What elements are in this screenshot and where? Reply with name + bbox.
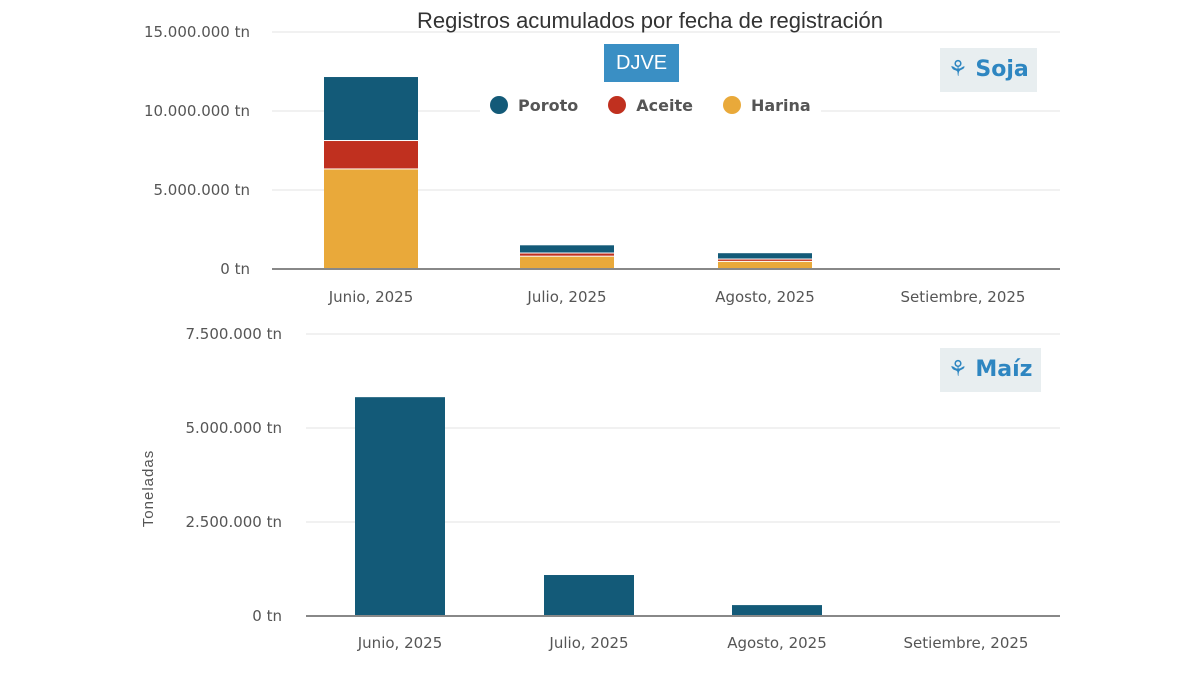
legend-item-aceite[interactable]: Aceite [608, 96, 693, 115]
y-tick-label: 10.000.000 tn [144, 102, 250, 120]
y-tick-label: 7.500.000 tn [186, 325, 283, 343]
y-tick-label: 0 tn [220, 260, 250, 278]
legend-item-poroto[interactable]: Poroto [490, 96, 578, 115]
bar-aceite [718, 259, 812, 261]
legend-dot [608, 96, 627, 114]
bar-aceite [324, 141, 418, 169]
bar-maíz [355, 397, 445, 616]
y-axis-label: Toneladas [140, 449, 158, 528]
y-tick-label: 2.500.000 tn [186, 513, 283, 531]
x-tick-label: Agosto, 2025 [727, 634, 827, 652]
bar-harina [520, 256, 614, 268]
bar-maíz [732, 605, 822, 616]
chart-title: Registros acumulados por fecha de regist… [417, 8, 883, 33]
soja-badge: ⚘ Soja [940, 48, 1037, 92]
x-tick-label: Junio, 2025 [328, 288, 414, 306]
bar-poroto [520, 245, 614, 253]
legend-item-harina[interactable]: Harina [722, 96, 811, 115]
x-tick-label: Julio, 2025 [548, 634, 628, 652]
djve-badge: DJVE [604, 44, 680, 82]
x-tick-label: Junio, 2025 [357, 634, 443, 652]
y-tick-label: 0 tn [252, 607, 282, 625]
x-tick-label: Julio, 2025 [526, 288, 606, 306]
bar-harina [324, 169, 418, 268]
x-tick-label: Agosto, 2025 [715, 288, 815, 306]
bar-maíz [544, 575, 634, 616]
bar-aceite [520, 253, 614, 256]
legend: Poroto Aceite Harina [480, 96, 821, 115]
y-tick-label: 15.000.000 tn [144, 23, 250, 41]
y-tick-label: 5.000.000 tn [186, 419, 283, 437]
sprout-icon: ⚘ [948, 57, 968, 82]
maiz-badge: ⚘ Maíz [940, 348, 1041, 392]
x-tick-label: Setiembre, 2025 [904, 634, 1029, 652]
bar-poroto [324, 77, 418, 141]
legend-dot [490, 96, 508, 114]
y-tick-label: 5.000.000 tn [154, 181, 251, 199]
bar-poroto [718, 253, 812, 259]
sprout-icon: ⚘ [948, 357, 968, 382]
bar-harina [718, 261, 812, 268]
legend-dot [722, 96, 741, 114]
x-tick-label: Setiembre, 2025 [901, 288, 1026, 306]
